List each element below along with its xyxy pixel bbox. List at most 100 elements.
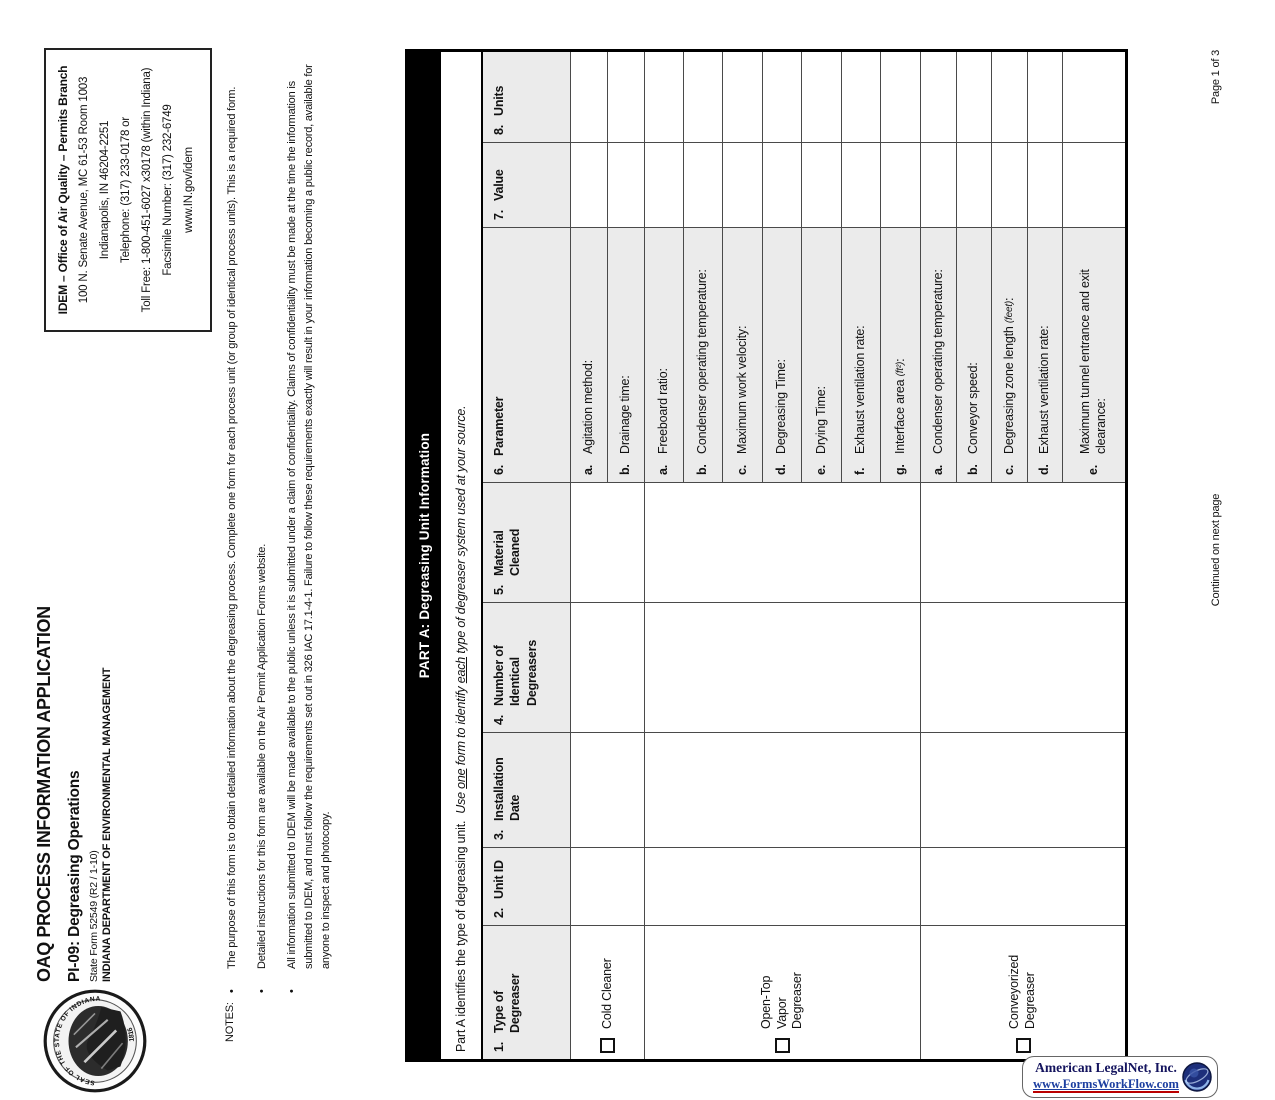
value-cell [645, 142, 684, 227]
number-identical-cell [921, 602, 1125, 732]
units-cell [1028, 52, 1063, 142]
value-cell [684, 142, 723, 227]
degreasing-unit-table: PART A: Degreasing Unit Information Part… [405, 49, 1128, 1062]
idem-tollfree-line: Toll Free: 1-800-451-6027 x30178 (within… [141, 67, 153, 313]
indiana-state-seal: SEAL OF THE STATE OF INDIANA 1816 [43, 989, 147, 1093]
seal-year-text: 1816 [127, 1026, 136, 1041]
parameter-cell: a. Condenser operating temperature: [921, 227, 957, 482]
number-identical-cell [645, 602, 921, 732]
idem-city-line: Indianapolis, IN 46204-2251 [99, 120, 111, 260]
part-a-header-bar: PART A: Degreasing Unit Information [408, 52, 441, 1059]
state-form-number: State Form 52549 (R2 / 1-10) [88, 850, 100, 982]
col-header-value: 7. Value [483, 142, 571, 227]
unit-id-cell [645, 847, 921, 925]
unit-id-cell [921, 847, 1125, 925]
units-cell [842, 52, 881, 142]
col-header-installation-date: 3. Installation Date [483, 732, 571, 847]
unit-id-cell [571, 847, 645, 925]
parameter-cell: e. Drying Time: [802, 227, 842, 482]
material-cleaned-cell [921, 482, 1125, 602]
bullet-icon: • [256, 989, 268, 993]
note-item: • All information submitted to IDEM will… [284, 55, 335, 995]
value-cell [842, 142, 881, 227]
parameter-cell: b. Condenser operating temperature: [684, 227, 723, 482]
svg-text:1816: 1816 [127, 1026, 136, 1041]
units-cell [571, 52, 608, 142]
parameter-cell: c. Degreasing zone length (feet): [992, 227, 1028, 482]
col-header-material-cleaned: 5. Material Cleaned [483, 482, 571, 602]
parameter-cell: e. Maximum tunnel entrance and exit clear… [1063, 227, 1125, 482]
parameter-cell: d. Degreasing Time: [763, 227, 802, 482]
idem-address-line: 100 N. Senate Avenue, MC 61-53 Room 1003 [78, 76, 90, 304]
parameter-cell: d. Exhaust ventilation rate: [1028, 227, 1063, 482]
type-cell-open-top-vapor: Open-Top Vapor Degreaser [645, 925, 921, 1059]
value-cell [763, 142, 802, 227]
type-cell-conveyorized: Conveyorized Degreaser [921, 925, 1125, 1059]
idem-contact-box: IDEM – Office of Air Quality – Permits B… [44, 48, 212, 332]
idem-fax-line: Facsimile Number: (317) 232-6749 [162, 104, 174, 276]
notes-list: • The purpose of this form is to obtain … [224, 55, 348, 995]
form-subtitle: PI-09: Degreasing Operations [66, 770, 83, 982]
value-cell [608, 142, 645, 227]
units-cell [957, 52, 992, 142]
note-text: The purpose of this form is to obtain de… [226, 86, 238, 969]
note-item: • The purpose of this form is to obtain … [224, 55, 241, 995]
form-title-block: OAQ PROCESS INFORMATION APPLICATION PI-0… [34, 422, 113, 982]
parameter-cell: a. Freeboard ratio: [645, 227, 684, 482]
bullet-icon: • [226, 989, 238, 993]
parameter-cell: b. Drainage time: [608, 227, 645, 482]
parameter-cell: b. Conveyor speed: [957, 227, 992, 482]
cold-cleaner-checkbox[interactable] [600, 1038, 615, 1053]
american-legalnet-stamp: American LegalNet, Inc. www.FormsWorkFlo… [1022, 1056, 1218, 1098]
parameter-cell: c. Maximum work velocity: [723, 227, 763, 482]
value-cell [723, 142, 763, 227]
number-identical-cell [571, 602, 645, 732]
value-cell [992, 142, 1028, 227]
units-cell [1063, 52, 1125, 142]
type-cell-cold-cleaner: Cold Cleaner [571, 925, 645, 1059]
col-header-unit-id: 2. Unit ID [483, 847, 571, 925]
col-header-parameter: 6. Parameter [483, 227, 571, 482]
page-number: Page 1 of 3 [1210, 50, 1222, 105]
page-title: OAQ PROCESS INFORMATION APPLICATION [34, 606, 54, 982]
installation-date-cell [921, 732, 1125, 847]
type-label: Conveyorized Degreaser [1007, 954, 1037, 1029]
notes-label: NOTES: [224, 1002, 236, 1042]
aln-website-link[interactable]: www.FormsWorkFlow.com [1033, 1078, 1179, 1094]
value-cell [1028, 142, 1063, 227]
department-name: INDIANA DEPARTMENT OF ENVIRONMENTAL MANA… [101, 667, 113, 982]
installation-date-cell [645, 732, 921, 847]
note-text: Detailed instructions for this form are … [256, 543, 268, 969]
value-cell [571, 142, 608, 227]
parameter-cell: g. Interface area (ft²): [881, 227, 921, 482]
units-cell [723, 52, 763, 142]
idem-website: www.IN.gov/idem [183, 147, 195, 233]
value-cell [881, 142, 921, 227]
aln-company-name: American LegalNet, Inc. [1035, 1059, 1177, 1075]
type-label: Open-Top Vapor Degreaser [759, 972, 805, 1029]
conveyorized-checkbox[interactable] [1015, 1038, 1031, 1053]
col-header-number-identical: 4. Number of Identical Degreasers [483, 602, 571, 732]
units-cell [608, 52, 645, 142]
globe-icon [1182, 1062, 1212, 1092]
units-cell [645, 52, 684, 142]
material-cleaned-cell [645, 482, 921, 602]
units-cell [921, 52, 957, 142]
open-top-vapor-checkbox[interactable] [775, 1038, 790, 1053]
notes-section: NOTES: • The purpose of this form is to … [224, 47, 348, 1042]
value-cell [921, 142, 957, 227]
continued-note: Continued on next page [1210, 493, 1222, 607]
note-text: All information submitted to IDEM will b… [286, 64, 332, 969]
material-cleaned-cell [571, 482, 645, 602]
units-cell [992, 52, 1028, 142]
units-cell [802, 52, 842, 142]
value-cell [802, 142, 842, 227]
part-a-intro: Part A identifies the type of degreasing… [441, 52, 483, 1059]
intro-normal-text: Part A identifies the type of degreasing… [454, 820, 468, 1052]
installation-date-cell [571, 732, 645, 847]
value-cell [1063, 142, 1125, 227]
note-item: • Detailed instructions for this form ar… [254, 55, 271, 995]
parameter-cell: f. Exhaust ventilation rate: [842, 227, 881, 482]
